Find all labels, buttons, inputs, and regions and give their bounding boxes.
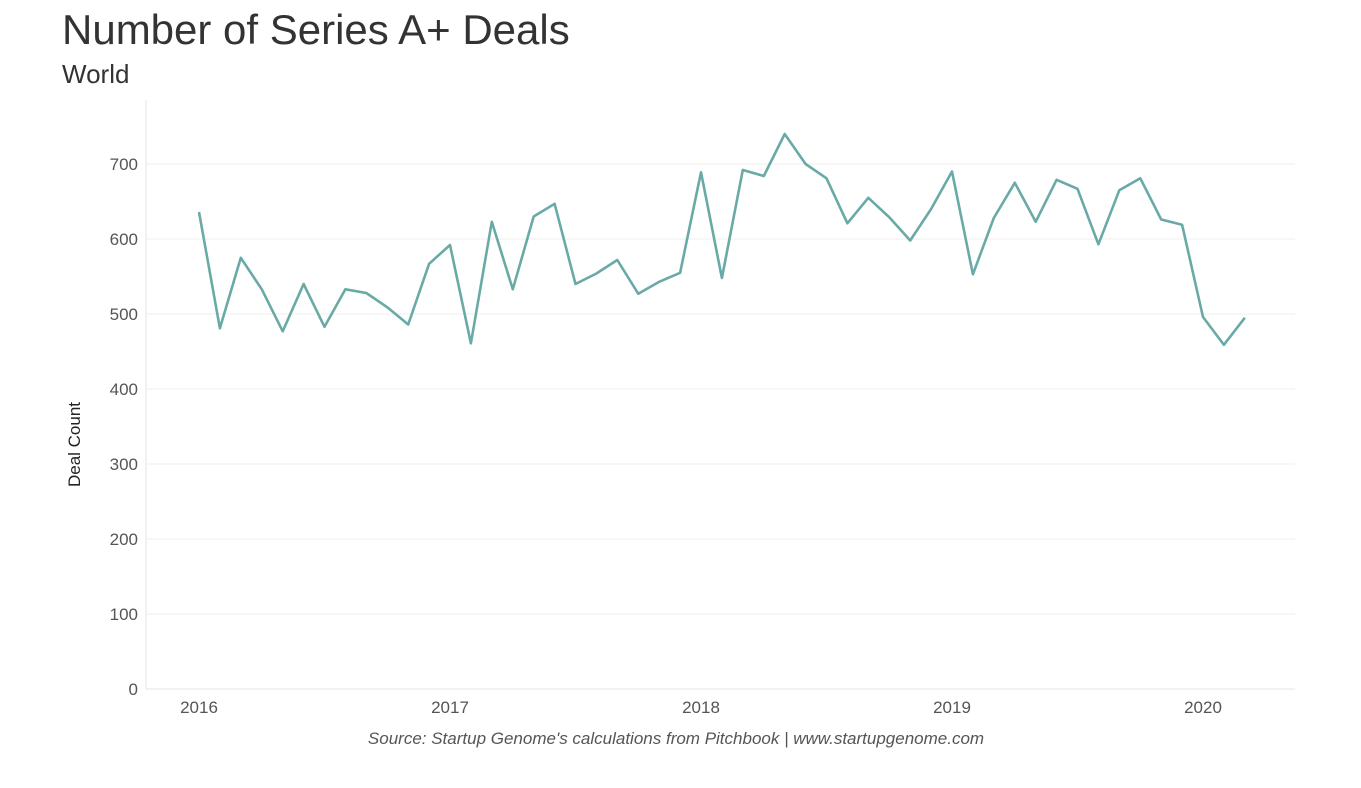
y-tick-label: 0 — [129, 680, 138, 699]
series-line — [197, 132, 1246, 347]
source-note: Source: Startup Genome's calculations fr… — [368, 729, 984, 748]
y-tick-label: 300 — [110, 455, 138, 474]
y-tick-label: 600 — [110, 230, 138, 249]
y-axis-label: Deal Count — [65, 402, 84, 487]
chart-title: Number of Series A+ Deals — [62, 6, 570, 53]
y-tick-label: 100 — [110, 605, 138, 624]
chart-subtitle: World — [62, 59, 130, 89]
x-tick-label: 2016 — [180, 698, 218, 717]
x-tick-label: 2018 — [682, 698, 720, 717]
x-tick-label: 2020 — [1184, 698, 1222, 717]
x-tick-label: 2019 — [933, 698, 971, 717]
y-tick-label: 700 — [110, 155, 138, 174]
y-tick-label: 400 — [110, 380, 138, 399]
y-tick-label: 500 — [110, 305, 138, 324]
x-tick-label: 2017 — [431, 698, 469, 717]
y-tick-label: 200 — [110, 530, 138, 549]
